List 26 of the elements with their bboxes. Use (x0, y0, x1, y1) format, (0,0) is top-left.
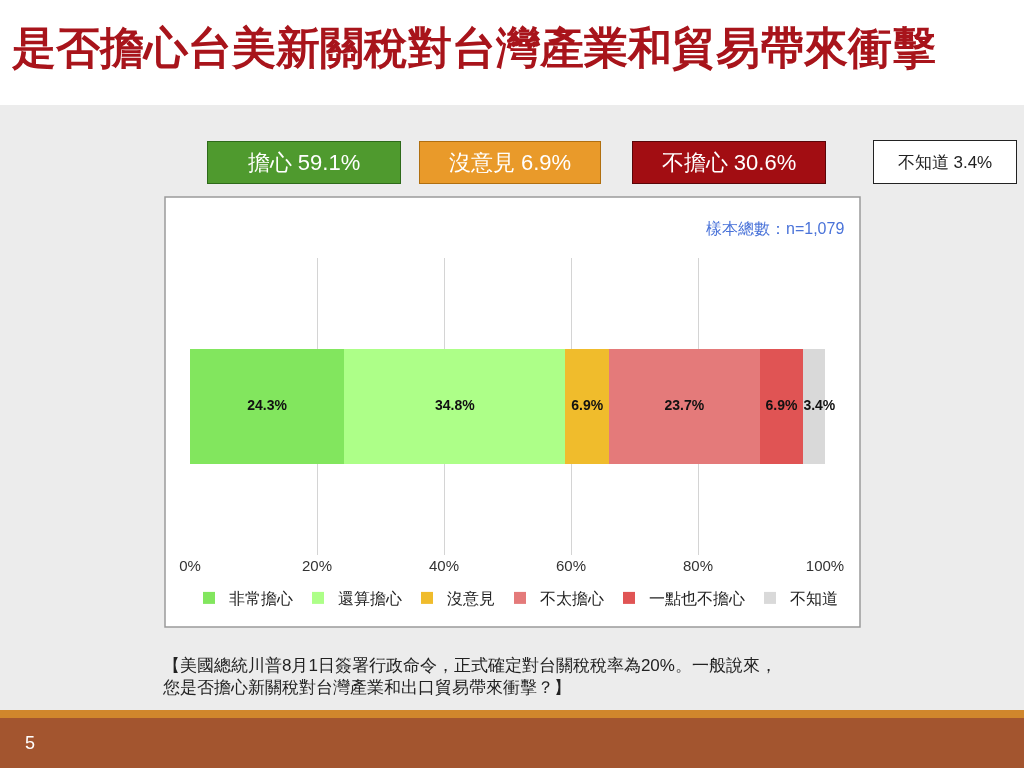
text: 擔心 59.1% (247, 150, 361, 175)
legend-label: 一點也不擔心 (649, 590, 745, 608)
text: 樣本總數：n=1,079 (706, 220, 845, 237)
legend-label: 不太擔心 (540, 590, 604, 608)
text: 沒意見 6.9% (448, 150, 572, 175)
data-label: 3.4% (803, 397, 836, 413)
chart-title: 是否擔心台美新關稅對台灣產業和貿易帶來衝擊 (11, 23, 936, 73)
legend-label: 還算擔心 (338, 590, 402, 608)
text: 不知道 3.4% (897, 152, 993, 172)
x-tick-label: 20% (301, 557, 333, 574)
text: 不擔心 30.6% (661, 150, 797, 175)
text: 【美國總統川普8月1日簽署行政命令，正式確定對台關稅稅率為20%。一般說來，您是否擔心新關稅對台灣產業和出口貿易帶來衝擊？】 (162, 656, 777, 698)
data-label: 24.3% (247, 397, 288, 413)
text: 5 (25, 733, 36, 753)
legend-label: 不知道 (790, 590, 838, 608)
data-label: 34.8% (434, 397, 476, 413)
data-label: 6.9% (571, 397, 604, 413)
x-tick-label: 0% (179, 557, 201, 574)
x-tick-label: 80% (682, 557, 714, 574)
x-tick-label: 60% (555, 557, 587, 574)
data-label: 6.9% (765, 397, 798, 413)
legend-label: 沒意見 (447, 590, 495, 608)
legend-label: 非常擔心 (229, 590, 293, 608)
x-tick-label: 100% (805, 557, 845, 574)
data-label: 23.7% (664, 397, 705, 413)
x-tick-label: 40% (428, 557, 460, 574)
